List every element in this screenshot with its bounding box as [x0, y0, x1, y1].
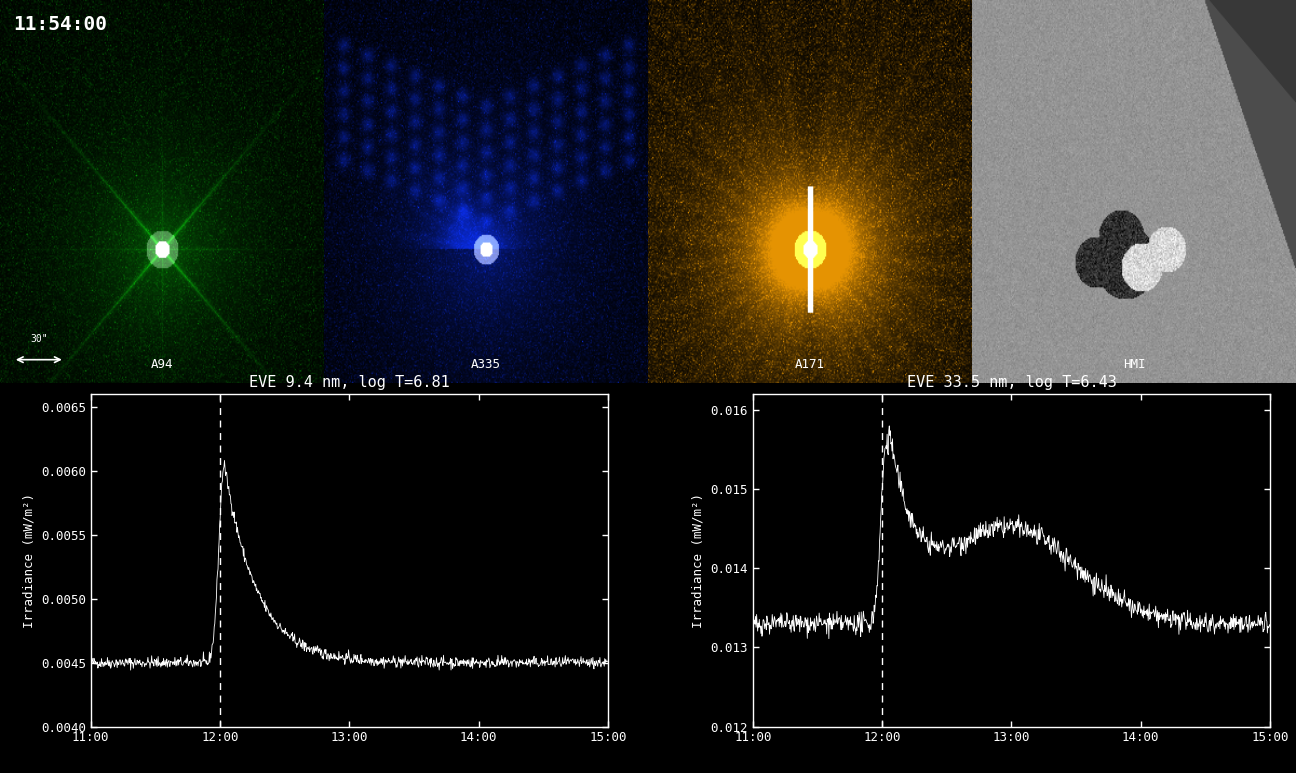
Y-axis label: Irradiance (mW/m²): Irradiance (mW/m²) — [22, 493, 35, 628]
Text: A171: A171 — [794, 358, 826, 371]
Text: 30": 30" — [30, 335, 48, 344]
Text: 11:54:00: 11:54:00 — [13, 15, 108, 34]
Title: EVE 9.4 nm, log T=6.81: EVE 9.4 nm, log T=6.81 — [249, 375, 450, 390]
Text: A335: A335 — [470, 358, 502, 371]
Title: EVE 33.5 nm, log T=6.43: EVE 33.5 nm, log T=6.43 — [906, 375, 1116, 390]
Text: A94: A94 — [150, 358, 172, 371]
Y-axis label: Irradiance (mW/m²): Irradiance (mW/m²) — [692, 493, 705, 628]
Text: HMI: HMI — [1124, 358, 1146, 371]
